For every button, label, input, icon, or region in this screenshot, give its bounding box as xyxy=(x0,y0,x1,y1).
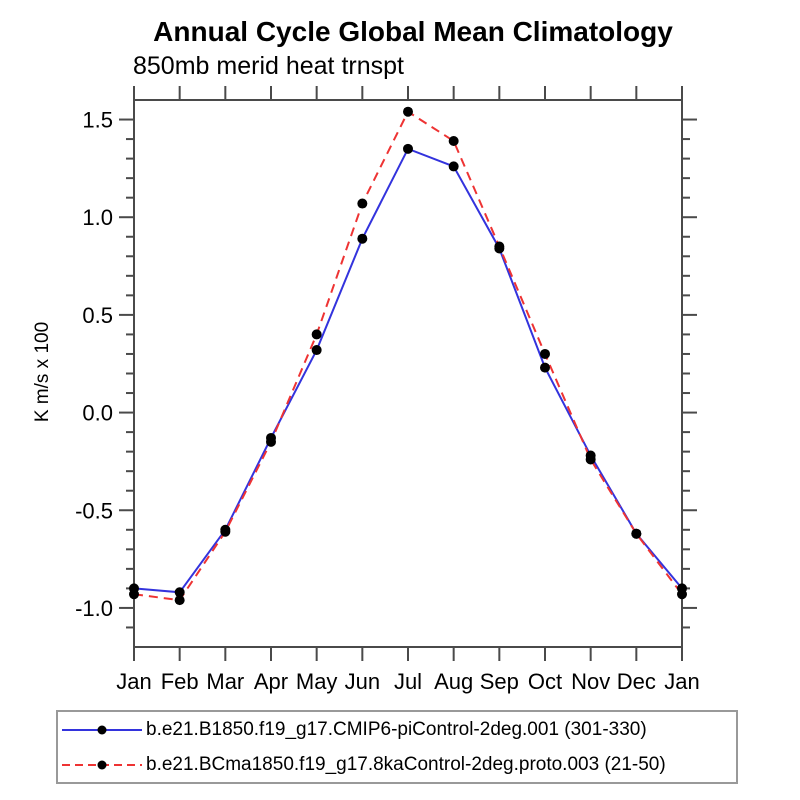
y-tick-label: -1.0 xyxy=(75,596,113,621)
data-point-marker xyxy=(631,528,642,539)
data-point-marker xyxy=(494,241,505,252)
x-tick-label: Oct xyxy=(528,669,562,694)
legend-item: b.e21.BCma1850.f19_g17.8kaControl-2deg.p… xyxy=(58,748,736,782)
legend-item: b.e21.B1850.f19_g17.CMIP6-piControl-2deg… xyxy=(58,713,736,747)
legend-line-sample-solid xyxy=(62,725,142,734)
x-tick-label: Jan xyxy=(664,669,699,694)
x-tick-label: Apr xyxy=(254,669,288,694)
legend: b.e21.B1850.f19_g17.CMIP6-piControl-2deg… xyxy=(56,710,738,784)
legend-line-sample-dashed xyxy=(62,760,142,769)
data-point-marker xyxy=(403,143,413,154)
data-point-marker xyxy=(311,345,322,356)
data-point-marker xyxy=(129,589,139,600)
x-tick-label: May xyxy=(296,669,338,694)
legend-item-label: b.e21.BCma1850.f19_g17.8kaControl-2deg.p… xyxy=(146,753,666,775)
plot-frame xyxy=(133,99,683,648)
x-tick-label: Aug xyxy=(434,669,473,694)
data-point-marker xyxy=(266,436,276,447)
legend-marker-dot xyxy=(97,760,107,769)
series-markers-0 xyxy=(129,143,687,598)
x-tick-label: Jul xyxy=(394,669,422,694)
data-point-marker xyxy=(174,595,185,606)
data-point-marker xyxy=(220,526,231,537)
y-axis-ticks xyxy=(119,118,697,629)
series-line-0 xyxy=(133,147,683,594)
chart-subtitle: 850mb merid heat trnspt xyxy=(133,52,404,80)
x-tick-label: Jun xyxy=(345,669,380,694)
legend-item-label: b.e21.B1850.f19_g17.CMIP6-piControl-2deg… xyxy=(146,718,647,740)
data-point-marker xyxy=(448,161,459,172)
y-tick-label: -0.5 xyxy=(75,498,113,523)
data-point-marker xyxy=(311,329,322,340)
data-point-marker xyxy=(403,106,413,117)
x-tick-labels: Jan Feb Mar Apr May Jun Jul Aug Sep Oct Nov Dec Jan xyxy=(116,669,699,694)
data-point-marker xyxy=(448,136,459,147)
data-point-marker xyxy=(540,362,550,373)
y-tick-label: 1.0 xyxy=(82,205,113,230)
data-point-marker xyxy=(540,348,550,359)
plot-area: -1.0 -0.5 0.0 0.5 1.0 1.5 Jan Feb Mar Apr May Jun Ju… xyxy=(32,86,700,694)
data-point-marker xyxy=(585,454,596,465)
x-tick-label: Sep xyxy=(480,669,519,694)
x-tick-label: Nov xyxy=(571,669,610,694)
data-point-marker xyxy=(357,198,368,209)
x-tick-label: Mar xyxy=(206,669,244,694)
x-tick-label: Feb xyxy=(161,669,199,694)
x-tick-label: Dec xyxy=(617,669,656,694)
series-markers-1 xyxy=(129,106,687,606)
chart-title: Annual Cycle Global Mean Climatology xyxy=(153,16,673,47)
data-point-marker xyxy=(677,589,687,600)
x-axis-ticks xyxy=(133,86,683,661)
y-tick-label: 0.5 xyxy=(82,303,113,328)
series-line-1 xyxy=(133,110,683,602)
y-tick-label: 0.0 xyxy=(82,401,113,426)
y-tick-label: 1.5 xyxy=(82,108,113,133)
x-tick-label: Jan xyxy=(116,669,151,694)
legend-marker-dot xyxy=(97,725,107,734)
y-axis-label: K m/s x 100 xyxy=(32,322,53,422)
data-point-marker xyxy=(357,233,368,244)
data-point-marker xyxy=(174,587,185,598)
